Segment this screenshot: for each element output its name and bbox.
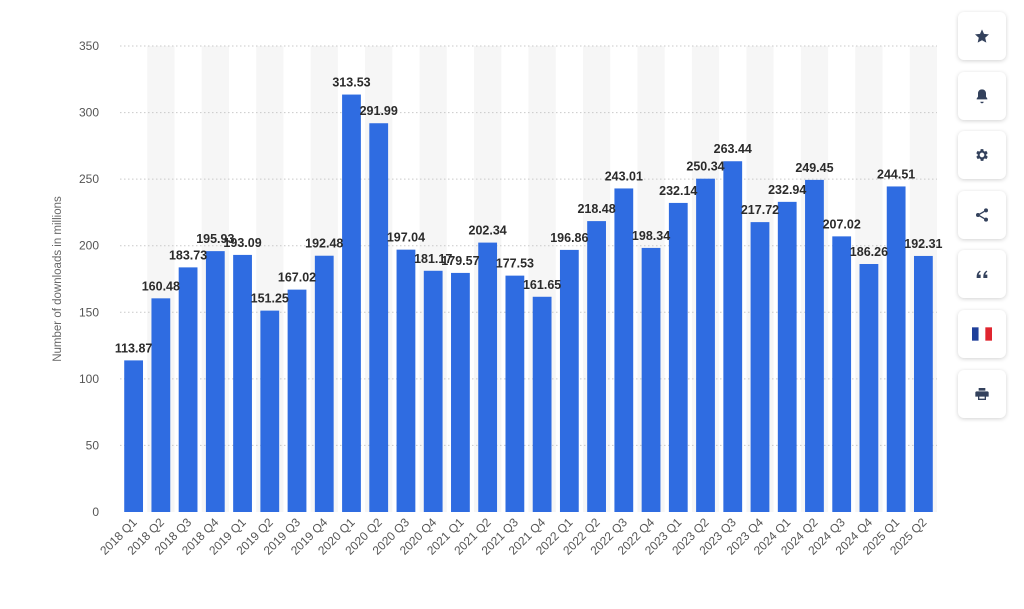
bar [750,222,770,512]
data-label: 232.94 [768,183,806,197]
y-tick-label: 200 [79,239,99,253]
y-tick-label: 350 [79,39,99,53]
data-label: 196.86 [550,231,588,245]
bar [559,249,579,513]
quote-icon [976,271,988,279]
bar [777,201,797,512]
data-label: 186.26 [850,245,888,259]
data-label: 160.48 [142,279,180,293]
data-label: 244.51 [877,167,915,181]
bar [451,272,470,512]
data-label: 195.93 [196,232,234,246]
print-icon [975,387,989,400]
bar [260,310,280,512]
bar [587,221,606,512]
bell-icon [976,88,988,103]
y-tick-label: 50 [86,438,100,452]
data-label: 161.65 [523,278,561,292]
bar [151,298,171,512]
data-label: 183.73 [169,248,207,262]
bar [287,289,307,512]
data-label: 177.53 [496,257,534,271]
data-label: 232.14 [659,184,697,198]
y-tick-label: 150 [79,305,99,319]
data-label: 181.17 [414,252,452,266]
y-tick-label: 0 [92,505,99,519]
data-label: 313.53 [332,76,370,90]
data-label: 192.48 [305,237,343,251]
bar [832,236,852,512]
data-label: 263.44 [714,142,752,156]
data-label: 113.87 [115,341,153,355]
y-axis-label: Number of downloads in millions [52,196,64,362]
data-label: 167.02 [278,271,316,285]
bar [342,94,361,513]
bar [886,186,906,512]
data-label: 151.25 [251,292,289,306]
bar [505,275,525,512]
data-label: 250.34 [686,160,724,174]
data-label: 249.45 [795,161,833,175]
bar [696,178,715,512]
bar [614,188,634,513]
print-button[interactable] [958,369,1006,418]
data-label: 217.72 [741,203,779,217]
data-label: 179.57 [441,254,479,268]
favorite-button[interactable] [958,12,1006,60]
y-tick-label: 100 [79,372,99,386]
star-icon [975,29,989,43]
data-label: 197.04 [387,231,425,245]
data-label: 207.02 [823,217,861,231]
gear-icon [976,149,988,162]
bar [723,161,743,512]
bar [369,123,389,512]
notification-button[interactable] [958,71,1006,120]
bar [178,267,198,512]
data-label: 198.34 [632,229,670,243]
data-label: 291.99 [360,104,398,118]
bar [233,254,252,512]
settings-button[interactable] [958,131,1006,180]
bar [124,360,144,512]
language-button[interactable] [958,309,1006,358]
bar [641,247,661,513]
share-button[interactable] [958,190,1006,239]
data-label: 192.31 [904,237,942,251]
bar [314,255,334,512]
bar [423,270,443,512]
share-icon [976,208,988,222]
bar-chart: 0 50 100 150 200 250 300 350 Number of downloads… [52,39,943,558]
bar [805,179,824,513]
bar [913,255,933,512]
bar [478,242,498,512]
bar [205,251,225,513]
data-label: 243.01 [605,169,643,183]
cite-button[interactable] [958,250,1006,299]
bar [668,202,688,512]
y-tick-label: 250 [79,172,99,186]
y-tick-label: 300 [79,106,99,120]
chart-toolbar [958,12,1006,429]
data-label: 218.48 [577,202,615,216]
data-label: 202.34 [469,224,507,238]
bar [859,264,879,512]
bar [396,249,416,512]
data-label: 193.09 [223,236,261,250]
bar [532,296,552,512]
french-flag-icon [972,327,992,341]
chart-area: 0 50 100 150 200 250 300 350 Number of downloads… [52,39,943,558]
